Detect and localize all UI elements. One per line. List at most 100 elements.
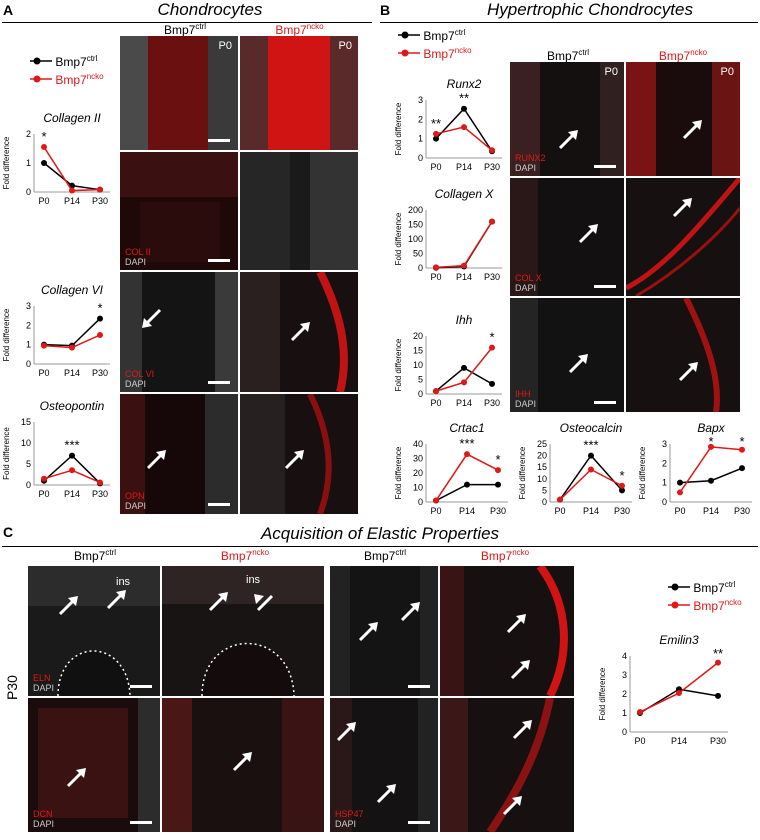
panel-letter-a: A [3, 2, 14, 18]
data-point-ctrl [619, 487, 625, 494]
scale-bar [208, 139, 230, 142]
y-tick-label: 0 [26, 480, 31, 490]
data-point-ncko [588, 466, 594, 473]
x-tick-label: P30 [614, 506, 630, 516]
chart-collagen-vi: Collagen VI Fold difference 0 1 2 3 P0 P14 P30 * [0, 282, 118, 382]
y-tick-label: 3 [662, 439, 667, 449]
micrograph-b-ihh-ncko [626, 298, 740, 412]
legend-ctrl-label: Bmp7ctrl [55, 53, 98, 69]
data-point-ncko [41, 342, 47, 349]
side-label-p30: P30 [4, 675, 20, 700]
y-tick-label: 1 [418, 134, 423, 144]
arrow-icon [558, 130, 578, 150]
timepoint-label: P0 [720, 66, 734, 78]
col-header-b-ctrl: Bmp7ctrl [546, 48, 590, 63]
micrograph-c-dcn-ncko [162, 698, 324, 832]
x-tick-label: P30 [92, 489, 108, 499]
y-tick-label: 4 [622, 651, 627, 661]
chart-crtac1: Crtac1 Fold difference 0 10 20 30 40 P0 P14 P30 **… [392, 420, 516, 520]
panel-a-title: Chondrocytes [157, 0, 263, 19]
chart-bapx: Bapx Fold difference 0 1 2 3 P0 P14 P30 * * [636, 420, 760, 520]
data-point-ncko [557, 496, 563, 503]
y-tick-label: 15 [21, 417, 31, 427]
significance-label: * [708, 434, 713, 449]
stain-label: COL VI DAPI [125, 369, 155, 389]
y-tick-label: 0 [418, 497, 423, 507]
arrow-icon [400, 602, 420, 622]
data-point-ncko [41, 475, 47, 482]
ins-label: ins [116, 576, 131, 588]
arrow-icon [142, 308, 162, 328]
y-tick-label: 150 [408, 220, 423, 230]
timepoint-label: P0 [218, 40, 232, 52]
arrow-icon [682, 120, 702, 140]
micrograph-c-eln-ncko-2 [440, 566, 574, 696]
x-tick-label: P14 [671, 736, 687, 746]
stain-label: COL II DAPI [125, 247, 151, 267]
x-tick-label: P0 [430, 398, 441, 408]
y-tick-label: 2 [26, 129, 31, 139]
micrograph-a-col2-ncko-p0: P0 [240, 36, 358, 150]
arrow-icon [568, 354, 588, 374]
y-tick-label: 2 [662, 458, 667, 468]
micrograph-a-col2-ctrl: COL II DAPI [120, 152, 238, 270]
chart-ihh: Ihh Fold difference 0 5 10 15 20 P0 P14 P30 * [392, 312, 510, 412]
chart-collagen-x: Collagen X Fold difference 0 50 100 150 200 P0 P… [392, 186, 510, 286]
col-header-c-ctrl-2: Bmp7ctrl [363, 548, 407, 563]
chart-title: Osteocalcin [560, 421, 623, 435]
data-point-ncko [489, 218, 495, 225]
micrograph-c-hsp47-ncko [440, 698, 574, 832]
data-point-ncko [739, 446, 745, 453]
significance-label: ** [713, 646, 723, 661]
series-line-ncko [435, 453, 499, 501]
y-tick-label: 50 [413, 249, 423, 259]
arrow-icon [512, 720, 532, 740]
data-point-ncko [69, 187, 75, 194]
chart-emilin3: Emilin3 Fold difference 0 1 2 3 4 P0 P14 P30 ** [596, 632, 736, 750]
y-tick-label: 10 [21, 438, 31, 448]
x-tick-label: P14 [456, 272, 472, 282]
y-tick-label: 0 [418, 263, 423, 273]
x-tick-label: P0 [38, 368, 49, 378]
chart-title: Collagen VI [41, 283, 104, 297]
col-header-c-ncko-1: Bmp7ncko [220, 548, 270, 563]
arrow-icon [66, 768, 86, 788]
chart-title: Ihh [456, 313, 473, 327]
y-tick-label: 1 [26, 340, 31, 350]
scale-bar [208, 259, 230, 262]
y-tick-label: 5 [418, 375, 423, 385]
chart-title: Runx2 [447, 77, 482, 91]
y-axis-label: Fold difference [2, 308, 11, 361]
y-axis-label: Fold difference [2, 136, 11, 189]
data-point-ncko [495, 467, 501, 474]
y-tick-label: 3 [26, 301, 31, 311]
legend-ctrl-marker [398, 31, 420, 39]
data-point-ctrl [715, 692, 721, 699]
micrograph-c-hsp47-ctrl: HSP47 DAPI [330, 698, 438, 832]
stain-label: IHH DAPI [515, 389, 537, 409]
chart-title: Collagen II [43, 111, 101, 125]
significance-label: *** [583, 438, 598, 453]
data-point-ctrl [677, 479, 683, 486]
chart-runx2: Runx2 Fold difference 0 1 2 3 P0 P14 P30 ** ** [392, 76, 510, 176]
x-tick-label: P30 [92, 196, 108, 206]
x-tick-label: P0 [554, 506, 565, 516]
y-axis-label: Fold difference [394, 338, 403, 391]
y-tick-label: 25 [537, 439, 547, 449]
x-tick-label: P0 [38, 489, 49, 499]
micrograph-a-col2-ncko [240, 152, 358, 270]
arrow-icon [146, 450, 166, 470]
y-axis-label: Fold difference [394, 212, 403, 265]
chart-osteocalcin: Osteocalcin Fold difference 0 5 10 15 20 25 P0 P1… [516, 420, 640, 520]
data-point-ncko [708, 443, 714, 450]
series-line-ncko [559, 468, 623, 501]
data-point-ncko [619, 482, 625, 489]
data-point-ctrl [588, 452, 594, 459]
micrograph-a-col6-ctrl: COL VI DAPI [120, 272, 238, 392]
data-point-ncko [677, 489, 683, 496]
y-tick-label: 20 [413, 468, 423, 478]
timepoint-label: P0 [604, 66, 618, 78]
y-tick-label: 0 [662, 497, 667, 507]
y-tick-label: 0 [542, 497, 547, 507]
ins-label: ins [246, 574, 261, 586]
